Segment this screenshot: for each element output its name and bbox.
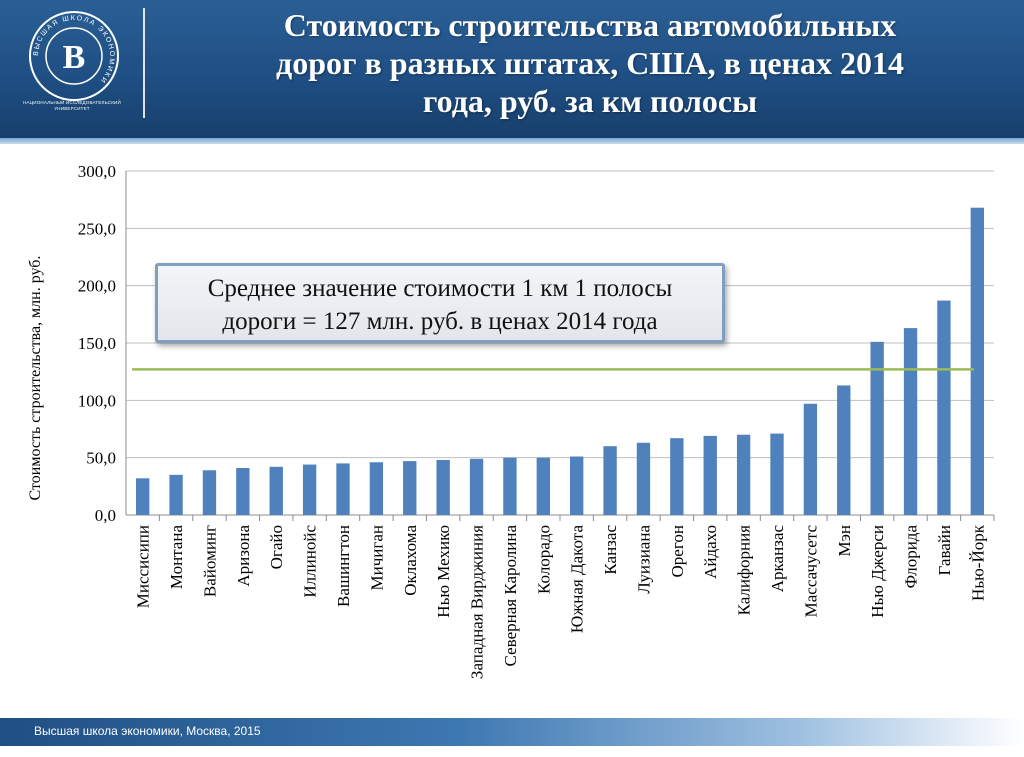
bar-4 (236, 467, 250, 515)
x-tick-label: Нью Джерси (868, 525, 887, 618)
y-axis-title: Стоимость строительства, млн. руб. (27, 256, 44, 501)
footer-bar (0, 718, 1024, 746)
bar-14 (570, 456, 584, 515)
bar-9 (403, 461, 417, 515)
x-tick-label: Аризона (234, 525, 253, 587)
x-tick-label: Оклахома (401, 525, 420, 596)
x-tick-label: Калифорния (735, 525, 754, 616)
x-tick-label: Северная Каролина (501, 525, 520, 667)
bar-15 (603, 446, 617, 515)
bar-18 (703, 435, 717, 515)
slide-header (0, 0, 1024, 138)
x-tick-label: Огайо (267, 525, 286, 569)
x-tick-label: Миссисипи (134, 525, 153, 608)
bar-7 (336, 463, 350, 515)
x-tick-label: Флорида (902, 525, 921, 589)
x-tick-label: Канзас (601, 525, 620, 575)
bar-22 (837, 385, 851, 515)
bar-6 (302, 464, 317, 515)
title-line-1: Стоимость строительства автомобильных (283, 7, 897, 43)
x-tick-label: Колорадо (534, 525, 553, 594)
bar-5 (269, 466, 283, 515)
bar-16 (636, 442, 651, 515)
hse-logo-icon: ВЫСШАЯ ШКОЛА ЭКОНОМИКИ В (29, 11, 119, 101)
x-tick-label: Вашингтон (334, 525, 353, 607)
hse-logo: ВЫСШАЯ ШКОЛА ЭКОНОМИКИ В (14, 8, 134, 118)
x-tick-label: Массачусетс (801, 525, 820, 618)
header-separator (143, 8, 145, 118)
x-tick-label: Арканзас (768, 525, 787, 593)
y-tick-label: 100,0 (78, 391, 116, 410)
bar-23 (870, 341, 884, 515)
bar-17 (670, 438, 684, 515)
bar-1 (136, 478, 150, 515)
bar-10 (436, 459, 450, 515)
title-line-2: дорог в разных штатах, США, в ценах 2014 (276, 45, 904, 81)
footer-text: Высшая школа экономики, Москва, 2015 (34, 724, 261, 738)
bar-12 (503, 457, 517, 515)
bar-25 (937, 300, 951, 515)
average-callout: Среднее значение стоимости 1 км 1 полосы… (155, 263, 725, 343)
x-tick-label: Мичиган (367, 525, 386, 590)
bar-20 (770, 433, 784, 515)
y-tick-label: 0,0 (95, 506, 116, 525)
x-tick-label: Луизиана (634, 525, 653, 594)
bar-3 (202, 470, 217, 515)
logo-caption: НАЦИОНАЛЬНЫЙ ИССЛЕДОВАТЕЛЬСКИЙ УНИВЕРСИТ… (23, 100, 121, 111)
bar-21 (803, 403, 818, 515)
title-line-3: года, руб. за км полосы (422, 83, 758, 119)
y-tick-label: 200,0 (78, 277, 116, 296)
bar-2 (169, 474, 183, 515)
x-tick-label: Вайоминг (200, 525, 219, 597)
y-tick-label: 50,0 (86, 449, 116, 468)
x-tick-label: Гавайи (935, 525, 954, 576)
bar-8 (369, 462, 384, 515)
bar-11 (469, 458, 484, 515)
x-tick-label: Нью-Йорк (968, 524, 987, 601)
x-tick-label: Орегон (668, 525, 687, 577)
x-tick-label: Айдахо (701, 525, 720, 579)
x-tick-label: Нью Мехико (434, 525, 453, 618)
header-strip (0, 138, 1024, 144)
callout-line-1: Среднее значение стоимости 1 км 1 полосы (207, 275, 673, 302)
x-tick-label: Мэн (835, 525, 854, 557)
x-tick-label: Иллинойс (301, 525, 320, 598)
y-tick-label: 250,0 (78, 219, 116, 238)
svg-text:В: В (63, 39, 86, 76)
slide-title: Стоимость строительства автомобильных до… (160, 6, 1020, 120)
x-tick-label: Монтана (167, 525, 186, 590)
callout-line-2: дороги = 127 млн. руб. в ценах 2014 года (222, 308, 658, 335)
y-tick-label: 150,0 (78, 334, 116, 353)
x-tick-label: Западная Вирджиния (468, 525, 487, 679)
bar-26 (970, 207, 984, 515)
y-tick-label: 300,0 (78, 162, 116, 181)
bar-13 (536, 457, 550, 515)
bar-24 (903, 328, 918, 515)
bar-19 (736, 434, 751, 515)
x-tick-label: Южная Дакота (568, 525, 587, 634)
